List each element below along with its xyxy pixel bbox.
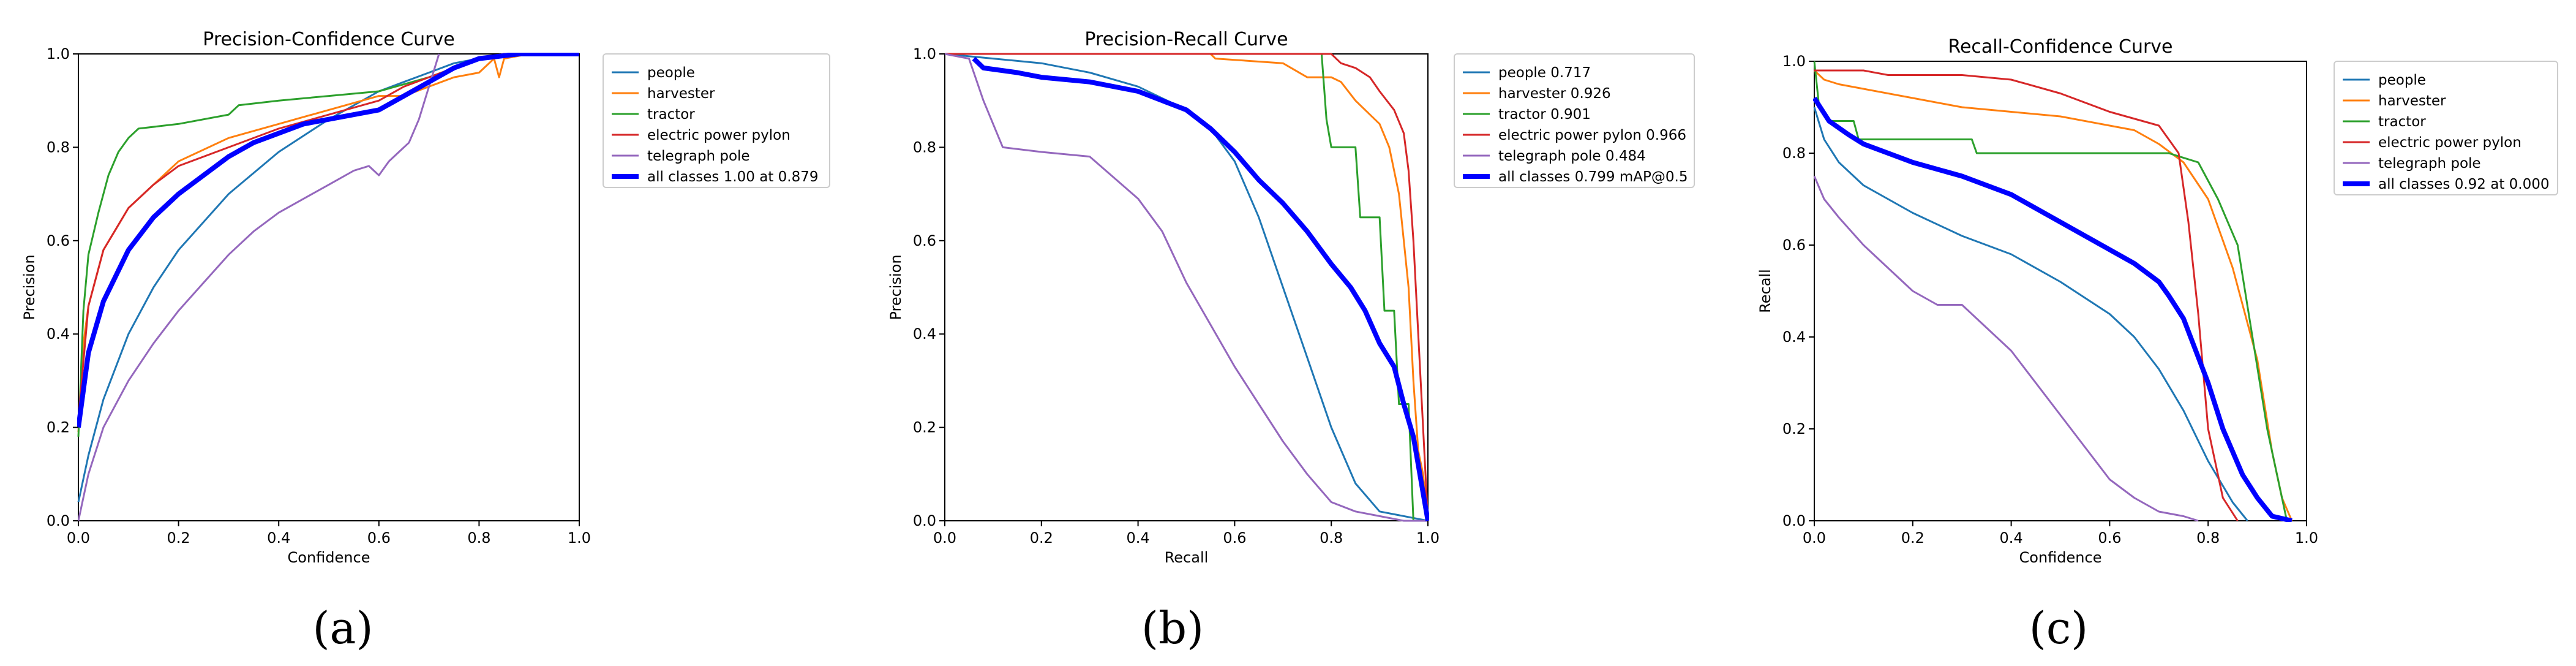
series-line-1 [1813, 69, 2293, 521]
x-tick-label: 0.2 [167, 529, 190, 547]
legend: people harvester tractor electric power pyl… [2334, 61, 2558, 195]
series-line-3 [77, 53, 579, 418]
y-tick-label: 0.4 [47, 325, 70, 342]
series-line-0 [944, 53, 1429, 522]
plot-frame [1814, 61, 2307, 521]
y-tick-label: 0.8 [47, 138, 70, 156]
x-tick-label: 0.8 [2196, 529, 2220, 547]
x-tick-label: 0.8 [1320, 529, 1343, 547]
legend-entry: telegraph pole 0.484 [1498, 148, 1646, 164]
series-line-3 [945, 53, 1429, 521]
y-tick-label: 0.8 [913, 138, 936, 156]
x-tick-label: 0.2 [1901, 529, 1924, 547]
legend-entry: people 0.717 [1498, 65, 1591, 81]
chart-title: Precision-Confidence Curve [203, 29, 454, 50]
legend-entry: tractor 0.901 [1498, 107, 1591, 123]
y-tick-label: 0.6 [913, 232, 936, 249]
series-line-1 [77, 53, 579, 433]
x-tick-label: 0.4 [267, 529, 290, 547]
legend-entry: all classes 0.799 mAP@0.5 [1498, 169, 1688, 185]
x-tick-label: 0.0 [1803, 529, 1826, 547]
legend: people 0.717 harvester 0.926 tractor 0.901… [1454, 53, 1695, 188]
x-tick-label: 0.2 [1030, 529, 1053, 547]
legend-entry: all classes 0.92 at 0.000 [2378, 176, 2550, 192]
y-tick-label: 0.0 [913, 512, 936, 529]
y-tick-label: 1.0 [1782, 53, 1806, 70]
panel-label-c: (c) [2029, 602, 2089, 654]
chart-panel-b: 0.0 0.2 0.4 0.6 0.8 1.0 0.0 0.2 0.4 0.6 0.8 1.0 Prec… [887, 29, 1695, 566]
y-tick-label: 0.2 [1782, 420, 1806, 437]
series-line-3 [1814, 69, 2239, 521]
legend-entry: telegraph pole [2378, 156, 2481, 172]
y-axis-label: Recall [1757, 269, 1774, 313]
x-axis-label: Confidence [2019, 549, 2102, 566]
x-axis-label: Confidence [288, 549, 370, 566]
legend-entry: tractor [647, 107, 695, 123]
y-tick-label: 0.2 [913, 419, 936, 436]
y-tick-label: 0.0 [1782, 512, 1806, 529]
x-tick-label: 0.4 [1127, 529, 1150, 547]
series-line-2 [1813, 61, 2288, 521]
series-line-2 [945, 53, 1414, 521]
y-tick-label: 1.0 [47, 45, 70, 62]
x-tick-label: 0.0 [933, 529, 956, 547]
legend-entry: harvester [2378, 93, 2446, 109]
legend-entry: people [2378, 72, 2426, 88]
x-tick-label: 0.6 [2098, 529, 2121, 547]
x-tick-label: 0.6 [367, 529, 391, 547]
series-line-5 [1813, 96, 2292, 522]
x-tick-label: 0.0 [67, 529, 90, 547]
x-tick-label: 1.0 [1416, 529, 1440, 547]
y-tick-label: 0.0 [47, 512, 70, 529]
legend: people harvester tractor electric power pyl… [603, 53, 830, 188]
legend-entry: tractor [2378, 114, 2426, 130]
y-tick-label: 1.0 [913, 45, 936, 62]
y-tick-label: 0.4 [913, 325, 936, 342]
legend-entry: telegraph pole [647, 148, 750, 164]
y-tick-label: 0.2 [47, 419, 70, 436]
legend-entry: harvester 0.926 [1498, 86, 1611, 102]
chart-title: Precision-Recall Curve [1084, 29, 1288, 50]
legend-entry: all classes 1.00 at 0.879 [647, 169, 819, 185]
y-tick-label: 0.6 [1782, 237, 1806, 254]
chart-panel-c: 0.0 0.2 0.4 0.6 0.8 1.0 0.0 0.2 0.4 0.6 0.8 1.0 Reca… [1757, 36, 2558, 566]
legend-entry: people [647, 65, 695, 81]
y-tick-label: 0.8 [1782, 145, 1806, 162]
series-line-4 [944, 53, 1428, 522]
series-line-1 [945, 53, 1429, 521]
legend-frame [1454, 53, 1695, 188]
x-tick-label: 1.0 [2295, 529, 2318, 547]
series-line-2 [77, 53, 579, 437]
legend-entry: electric power pylon 0.966 [1498, 127, 1686, 143]
x-axis-label: Recall [1165, 549, 1209, 566]
x-tick-label: 0.8 [467, 529, 490, 547]
legend-entry: electric power pylon [647, 127, 790, 143]
series-line-0 [1813, 107, 2248, 521]
x-tick-label: 1.0 [568, 529, 591, 547]
chart-panel-a: 0.0 0.2 0.4 0.6 0.8 1.0 0.0 0.2 0.4 0.6 0.8 1.0 Prec… [21, 29, 830, 566]
legend-entry: electric power pylon [2378, 135, 2522, 151]
x-tick-label: 0.4 [2000, 529, 2023, 547]
plot-frame [78, 53, 580, 521]
y-tick-label: 0.6 [47, 232, 70, 249]
y-axis-label: Precision [21, 254, 38, 320]
series-line-5 [972, 56, 1429, 521]
panel-label-b: (b) [1141, 602, 1204, 654]
legend-entry: harvester [647, 86, 715, 102]
y-tick-label: 0.4 [1782, 328, 1806, 346]
series-line-5 [77, 53, 579, 428]
panel-label-a: (a) [312, 602, 373, 654]
chart-title: Recall-Confidence Curve [1948, 36, 2172, 58]
series-line-4 [77, 53, 440, 521]
legend-frame [2334, 61, 2558, 195]
plot-frame [944, 53, 1429, 521]
series-line-4 [1813, 175, 2199, 522]
x-tick-label: 0.6 [1223, 529, 1246, 547]
legend-frame [603, 53, 830, 188]
y-axis-label: Precision [887, 254, 904, 320]
